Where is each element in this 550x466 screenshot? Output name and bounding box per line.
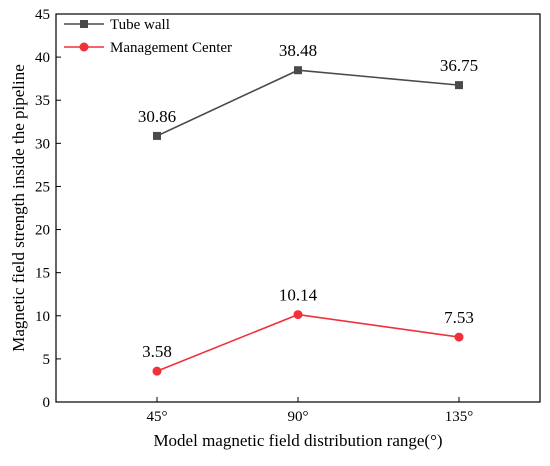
y-axis-title: Magnetic field strength inside the pipel… xyxy=(9,64,28,352)
data-label: 36.75 xyxy=(440,56,478,75)
x-axis: 45° 90° 135° xyxy=(147,397,474,425)
data-point-circle xyxy=(293,310,303,320)
x-tick-label: 135° xyxy=(445,409,474,425)
x-tick-label: 45° xyxy=(147,409,168,425)
legend-label: Management Center xyxy=(110,40,232,56)
y-tick-label: 40 xyxy=(35,50,50,66)
y-axis: 0 5 10 15 20 25 30 35 40 45 xyxy=(35,7,61,411)
x-tick-label: 90° xyxy=(288,409,309,425)
series-layer xyxy=(152,66,464,376)
y-tick-label: 15 xyxy=(35,266,50,282)
data-label: 30.86 xyxy=(138,107,176,126)
data-point-square xyxy=(294,66,302,75)
series-line xyxy=(156,69,460,137)
legend: Tube wall Management Center xyxy=(64,17,232,56)
data-label: 7.53 xyxy=(444,308,474,327)
data-point-circle xyxy=(454,332,464,342)
data-point-square xyxy=(455,81,463,90)
x-axis-title: Model magnetic field distribution range(… xyxy=(153,431,442,450)
series-line xyxy=(156,313,460,372)
y-tick-label: 25 xyxy=(35,179,50,195)
y-tick-label: 5 xyxy=(43,352,51,368)
legend-label: Tube wall xyxy=(110,17,170,33)
y-tick-label: 20 xyxy=(35,223,50,239)
legend-marker-square xyxy=(80,20,88,28)
y-tick-label: 45 xyxy=(35,7,50,23)
data-labels: 30.86 38.48 36.75 3.58 10.14 7.53 xyxy=(138,41,478,361)
y-tick-label: 35 xyxy=(35,93,50,109)
data-label: 38.48 xyxy=(279,41,317,60)
data-label: 3.58 xyxy=(142,342,172,361)
data-label: 10.14 xyxy=(279,286,318,305)
legend-marker-circle xyxy=(79,42,89,52)
y-tick-label: 0 xyxy=(43,395,51,411)
y-tick-label: 30 xyxy=(35,136,50,152)
y-tick-label: 10 xyxy=(35,309,50,325)
data-point-circle xyxy=(152,366,162,376)
data-point-square xyxy=(153,131,161,140)
